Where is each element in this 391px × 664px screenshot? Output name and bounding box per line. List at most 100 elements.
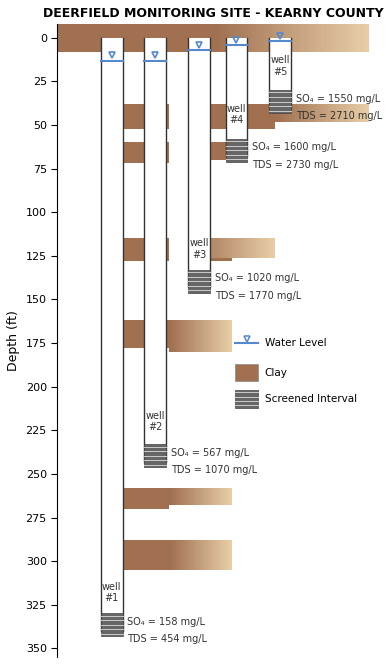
Bar <box>256 238 258 258</box>
Bar <box>236 238 239 258</box>
Bar <box>196 321 197 352</box>
Bar <box>169 321 171 352</box>
Bar <box>229 540 230 570</box>
Bar <box>279 24 283 52</box>
Bar <box>237 24 240 52</box>
Bar <box>299 104 301 122</box>
Bar <box>101 488 169 509</box>
Bar <box>217 24 221 52</box>
Bar <box>342 24 346 52</box>
Bar <box>201 540 202 570</box>
Bar <box>222 488 224 505</box>
Bar <box>202 321 204 352</box>
Bar <box>177 321 179 352</box>
Bar <box>251 238 254 258</box>
Bar <box>169 540 171 570</box>
Bar <box>278 104 280 122</box>
Bar <box>190 540 191 570</box>
Bar <box>332 104 334 122</box>
Bar <box>191 488 193 505</box>
Bar <box>217 238 219 258</box>
Bar <box>318 24 322 52</box>
Bar <box>230 321 232 352</box>
Bar <box>213 24 217 52</box>
Bar <box>221 321 222 352</box>
Bar <box>226 488 227 505</box>
Bar <box>204 540 205 570</box>
Bar <box>248 24 252 52</box>
Bar <box>287 24 291 52</box>
Bar <box>174 321 176 352</box>
Bar <box>222 540 224 570</box>
Bar <box>346 104 348 122</box>
Bar <box>222 321 224 352</box>
Bar <box>213 321 215 352</box>
Bar <box>221 540 222 570</box>
Bar <box>338 24 342 52</box>
Bar <box>185 488 187 505</box>
Bar <box>172 321 174 352</box>
Bar <box>367 104 369 122</box>
Text: SO₄ = 158 mg/L: SO₄ = 158 mg/L <box>127 617 205 627</box>
Bar <box>187 488 188 505</box>
Bar <box>199 540 201 570</box>
Text: well
#2: well #2 <box>146 411 165 432</box>
Text: TDS = 454 mg/L: TDS = 454 mg/L <box>127 634 207 644</box>
Bar <box>260 238 262 258</box>
Bar <box>188 540 190 570</box>
Bar <box>201 238 203 258</box>
Bar <box>317 104 320 122</box>
Bar <box>210 540 212 570</box>
Bar <box>233 24 237 52</box>
Bar <box>229 488 230 505</box>
Bar <box>199 238 201 258</box>
Bar <box>218 321 219 352</box>
Bar <box>188 321 190 352</box>
Bar <box>307 24 310 52</box>
Bar <box>229 24 233 52</box>
Bar <box>229 321 230 352</box>
Bar <box>291 24 295 52</box>
Bar <box>188 104 276 129</box>
Bar <box>346 24 350 52</box>
Bar <box>218 540 219 570</box>
Bar <box>221 24 225 52</box>
Bar <box>101 104 169 129</box>
Bar <box>313 104 315 122</box>
Bar <box>171 321 172 352</box>
Bar <box>339 104 341 122</box>
Bar <box>176 321 177 352</box>
Bar <box>188 238 232 261</box>
Bar <box>310 104 313 122</box>
Text: Clay: Clay <box>265 368 287 378</box>
Bar <box>249 238 251 258</box>
Bar <box>210 238 212 258</box>
Bar <box>227 488 229 505</box>
Bar <box>355 104 357 122</box>
Bar <box>171 540 172 570</box>
Bar <box>190 321 191 352</box>
Bar <box>101 38 123 631</box>
Bar <box>254 238 256 258</box>
Bar <box>213 488 215 505</box>
Bar <box>145 38 166 461</box>
Bar <box>212 540 213 570</box>
Bar <box>194 540 196 570</box>
Bar <box>258 238 260 258</box>
Bar <box>185 540 187 570</box>
Bar <box>353 24 357 52</box>
Bar <box>244 24 248 52</box>
Text: SO₄ = 1550 mg/L: SO₄ = 1550 mg/L <box>296 94 380 104</box>
Bar <box>199 488 201 505</box>
Bar <box>350 24 353 52</box>
Bar <box>320 104 322 122</box>
Bar <box>212 488 213 505</box>
Bar <box>252 24 256 52</box>
Bar <box>187 321 188 352</box>
Bar <box>235 390 258 408</box>
Bar <box>264 24 268 52</box>
Bar <box>234 238 236 258</box>
Bar <box>182 488 183 505</box>
Bar <box>341 104 343 122</box>
Bar <box>268 24 272 52</box>
